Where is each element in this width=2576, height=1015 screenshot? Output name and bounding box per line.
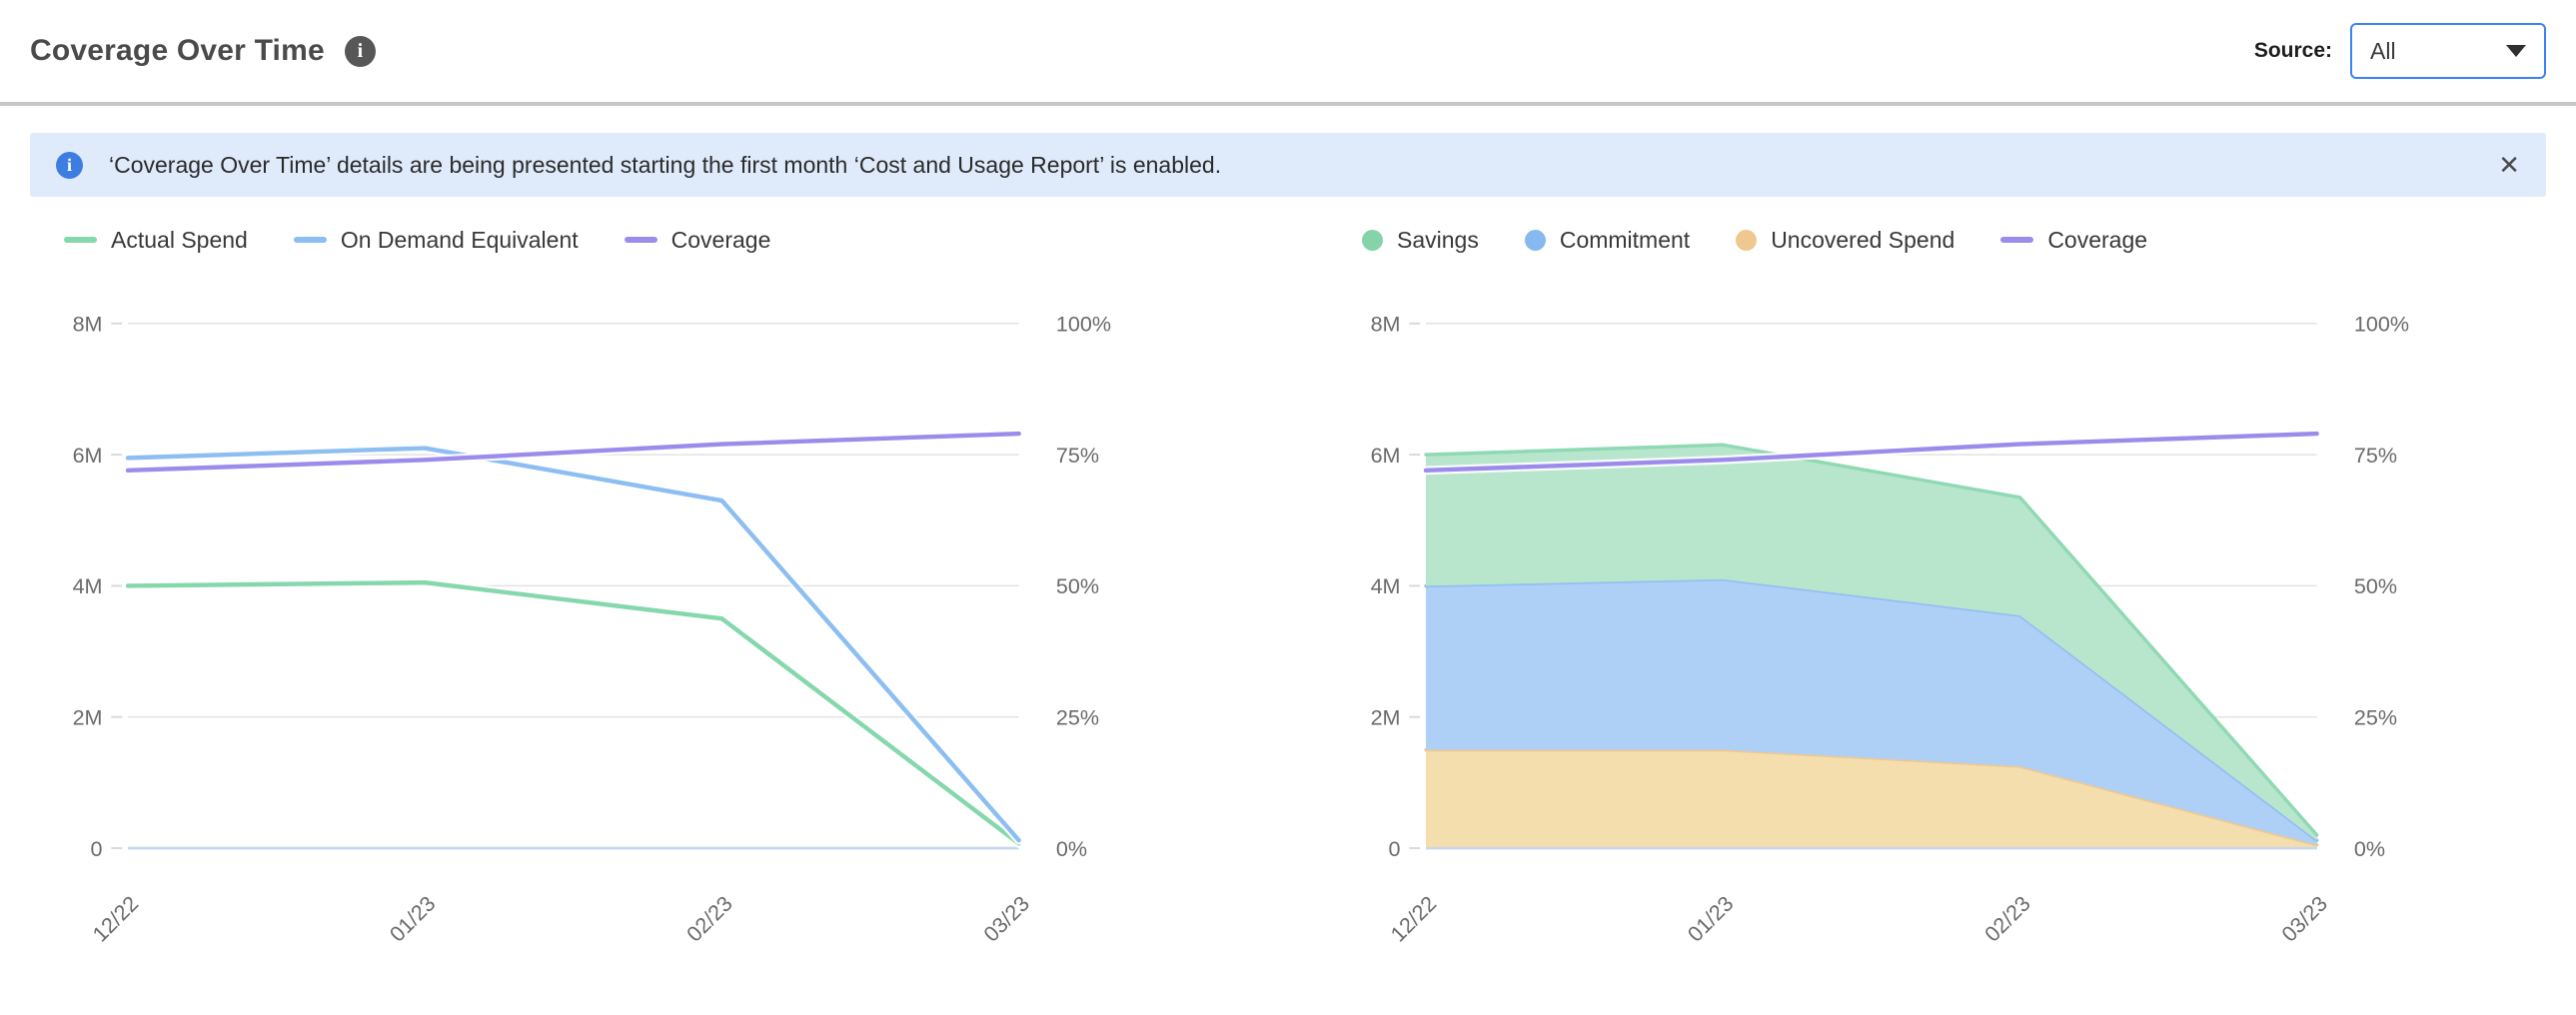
area-savings <box>1425 445 2317 841</box>
x-axis-label-02-23: 02/23 <box>681 891 737 947</box>
x-axis-label-12-22: 12/22 <box>87 891 143 947</box>
series-casing-actual-spend <box>123 577 1024 848</box>
legend-item-coverage[interactable]: Coverage <box>2000 227 2147 254</box>
area-uncovered-spend <box>1425 749 2317 849</box>
panel-header: Coverage Over Time i Source: All <box>0 0 2576 102</box>
charts-row: Actual Spend On Demand Equivalent Coverage… <box>0 219 2576 975</box>
value-axis-label: 4M <box>1371 573 1401 598</box>
banner-close-button[interactable]: ✕ <box>2498 150 2520 180</box>
value-axis-label: 6M <box>73 443 103 468</box>
percent-axis-label: 100% <box>2354 312 2409 337</box>
legend-item-actual-spend[interactable]: Actual Spend <box>64 227 248 254</box>
header-divider <box>0 102 2576 106</box>
percent-axis-label: 75% <box>1056 443 1099 468</box>
legend-item-coverage[interactable]: Coverage <box>624 226 771 254</box>
x-axis-label-03-23: 03/23 <box>978 891 1034 947</box>
line-chart-canvas: 8M 100% 6M 75% 4M 50% 2M 25% 0 0% 12/22 01/23 02/23 0… <box>73 312 1111 947</box>
area-commitment <box>1425 578 2317 845</box>
value-axis-label: 8M <box>73 312 103 337</box>
legend-label: Uncovered Spend <box>1771 226 1955 253</box>
legend-label: Commitment <box>1559 226 1691 253</box>
info-glyph: i <box>357 40 364 62</box>
legend-item-uncovered-spend[interactable]: Uncovered Spend <box>1736 227 1954 254</box>
x-axis-label-12-22: 12/22 <box>1385 891 1441 947</box>
line-legend-marker <box>293 237 327 243</box>
dot-legend-marker <box>1736 229 1758 251</box>
dot-legend-marker <box>1524 229 1546 251</box>
percent-axis-label: 75% <box>2354 443 2397 468</box>
spend-coverage-line-chart: Actual Spend On Demand Equivalent Coverage… <box>30 219 1248 975</box>
source-dropdown[interactable]: All <box>2350 23 2546 79</box>
savings-stacked-area-chart: Savings Commitment Uncovered Spend Coverage… <box>1328 219 2546 975</box>
banner-info-icon: i <box>56 151 83 179</box>
info-glyph: i <box>66 155 72 175</box>
source-dropdown-value: All <box>2370 37 2396 64</box>
area-edge-savings <box>1424 443 2319 837</box>
legend-label: Actual Spend <box>111 226 248 253</box>
value-axis-label: 8M <box>1371 312 1401 337</box>
coverage-over-time-panel: Coverage Over Time i Source: All i ‘Cove… <box>0 0 2576 975</box>
legend-label: On Demand Equivalent <box>340 226 579 253</box>
area-chart-canvas: 8M 100% 6M 75% 4M 50% 2M 25% 0 0% 12/22 01/23 02/23 0… <box>1371 312 2409 947</box>
value-axis-label: 4M <box>73 573 103 598</box>
legend-item-commitment[interactable]: Commitment <box>1524 226 1691 254</box>
area-chart-legend: Savings Commitment Uncovered Spend Coverage <box>1328 219 2546 261</box>
dot-legend-marker <box>1362 229 1383 251</box>
line-legend-marker <box>2000 237 2034 243</box>
percent-axis-label: 0% <box>2354 836 2385 861</box>
value-axis-label: 0 <box>91 836 103 861</box>
series-line-actual-spend <box>125 579 1021 846</box>
panel-header-right: Source: All <box>2254 23 2546 79</box>
value-axis-label: 6M <box>1371 443 1401 468</box>
line-chart-legend: Actual Spend On Demand Equivalent Coverage <box>30 219 1248 261</box>
x-axis-label-02-23: 02/23 <box>1979 891 2035 947</box>
page-title: Coverage Over Time <box>30 34 325 67</box>
percent-axis-label: 100% <box>1056 312 1111 337</box>
series-line-coverage <box>125 431 1021 474</box>
x-axis-label-01-23: 01/23 <box>1683 891 1739 947</box>
legend-label: Coverage <box>2047 226 2148 253</box>
percent-axis-label: 50% <box>1056 573 1099 598</box>
x-axis-label-03-23: 03/23 <box>2276 891 2332 947</box>
series-casing-on-demand-equivalent <box>123 444 1024 845</box>
percent-axis-label: 25% <box>1056 705 1099 730</box>
title-info-icon[interactable]: i <box>344 35 376 67</box>
info-banner: i ‘Coverage Over Time’ details are being… <box>30 133 2546 197</box>
legend-label: Savings <box>1397 226 1479 253</box>
series-line-on-demand-equivalent <box>125 446 1021 843</box>
source-label: Source: <box>2253 39 2332 62</box>
legend-item-savings[interactable]: Savings <box>1362 227 1479 254</box>
panel-header-left: Coverage Over Time i <box>30 34 376 68</box>
banner-text: ‘Coverage Over Time’ details are being p… <box>109 151 1222 178</box>
legend-item-on-demand-equivalent[interactable]: On Demand Equivalent <box>293 226 579 254</box>
value-axis-label: 2M <box>73 705 103 730</box>
percent-axis-label: 0% <box>1056 836 1087 861</box>
line-legend-marker <box>624 237 657 243</box>
x-axis-label-01-23: 01/23 <box>385 891 441 947</box>
caret-down-icon <box>2506 45 2526 57</box>
percent-axis-label: 50% <box>2354 573 2397 598</box>
legend-label: Coverage <box>670 226 771 253</box>
series-line-coverage <box>1423 431 2319 474</box>
percent-axis-label: 25% <box>2354 705 2397 730</box>
value-axis-label: 0 <box>1389 836 1401 861</box>
line-legend-marker <box>64 237 97 243</box>
value-axis-label: 2M <box>1371 705 1401 730</box>
